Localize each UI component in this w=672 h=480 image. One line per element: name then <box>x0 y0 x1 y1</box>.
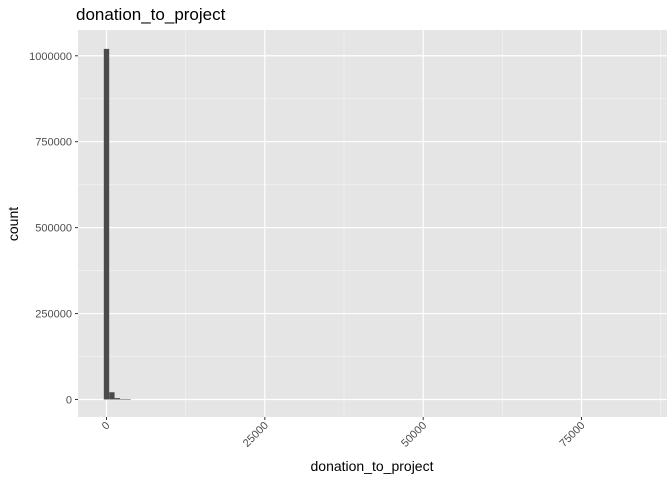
histogram-bar <box>109 392 115 400</box>
x-tick-label: 0 <box>100 420 113 433</box>
y-tick-label: 750000 <box>35 137 72 149</box>
y-tick-label: 0 <box>66 394 72 406</box>
histogram-bar <box>114 398 120 400</box>
x-tick-label: 25000 <box>241 420 271 450</box>
x-axis-title: donation_to_project <box>311 458 434 474</box>
y-tick-label: 250000 <box>35 309 72 321</box>
x-axis: 0 25000 50000 75000 <box>100 417 588 450</box>
histogram-bars <box>103 48 131 400</box>
chart-title: donation_to_project <box>76 5 226 24</box>
histogram-bar <box>103 48 110 400</box>
histogram-bar <box>125 399 131 400</box>
x-tick-label: 75000 <box>558 420 588 450</box>
y-tick-label: 500000 <box>35 223 72 235</box>
histogram-bar <box>119 398 126 400</box>
y-tick-label: 1000000 <box>29 51 72 63</box>
minor-gridlines <box>78 30 667 417</box>
y-axis: 0 250000 500000 750000 1000000 <box>29 51 78 406</box>
x-tick-label: 50000 <box>399 420 429 450</box>
plot-panel <box>78 30 667 417</box>
y-axis-title: count <box>5 207 21 241</box>
